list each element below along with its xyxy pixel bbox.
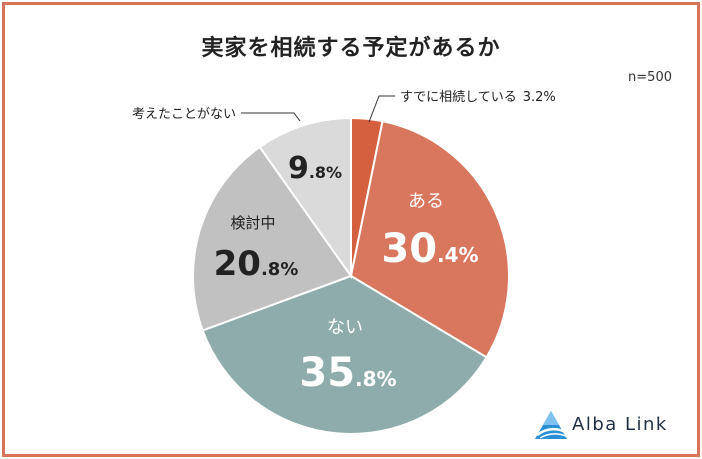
value-never-thought-dec: .8% [309,163,342,182]
value-never-thought: 9.8% [288,151,342,186]
pie-slices [192,116,510,435]
slice-never-thought [258,116,352,280]
alba-link-logo: Alba Link [534,410,684,440]
slice-aru [349,120,510,359]
chart-title: 実家を相続する予定があるか [201,36,501,61]
alba-link-logo-text: Alba Link [572,414,668,435]
value-kentou-dec: .8% [261,259,298,280]
label-kentou: 検討中 [230,214,275,232]
value-nai: 35.8% [299,350,396,396]
label-nai: ない [327,317,363,338]
slice-kentou [192,145,353,332]
alba-link-logo-icon [535,411,567,439]
label-already-inherited-value: 3.2% [523,90,556,105]
leader-line-never-thought [241,112,301,122]
value-nai-dec: .8% [355,367,397,391]
value-aru-int: 30 [381,226,437,272]
value-nai-int: 35 [299,350,355,396]
label-already-inherited: すでに相続している 3.2% [400,90,556,105]
label-already-inherited-name: すでに相続している [400,90,517,105]
sample-size: n=500 [628,70,672,85]
value-aru: 30.4% [381,226,478,272]
value-kentou-int: 20 [214,244,261,284]
value-never-thought-int: 9 [288,151,309,186]
label-aru: ある [408,191,444,212]
leader-line-already-inherited [368,95,395,123]
value-kentou: 20.8% [214,244,299,284]
value-aru-dec: .4% [437,243,479,267]
label-never-thought: 考えたことがない [132,107,236,122]
slice-nai [201,274,488,435]
